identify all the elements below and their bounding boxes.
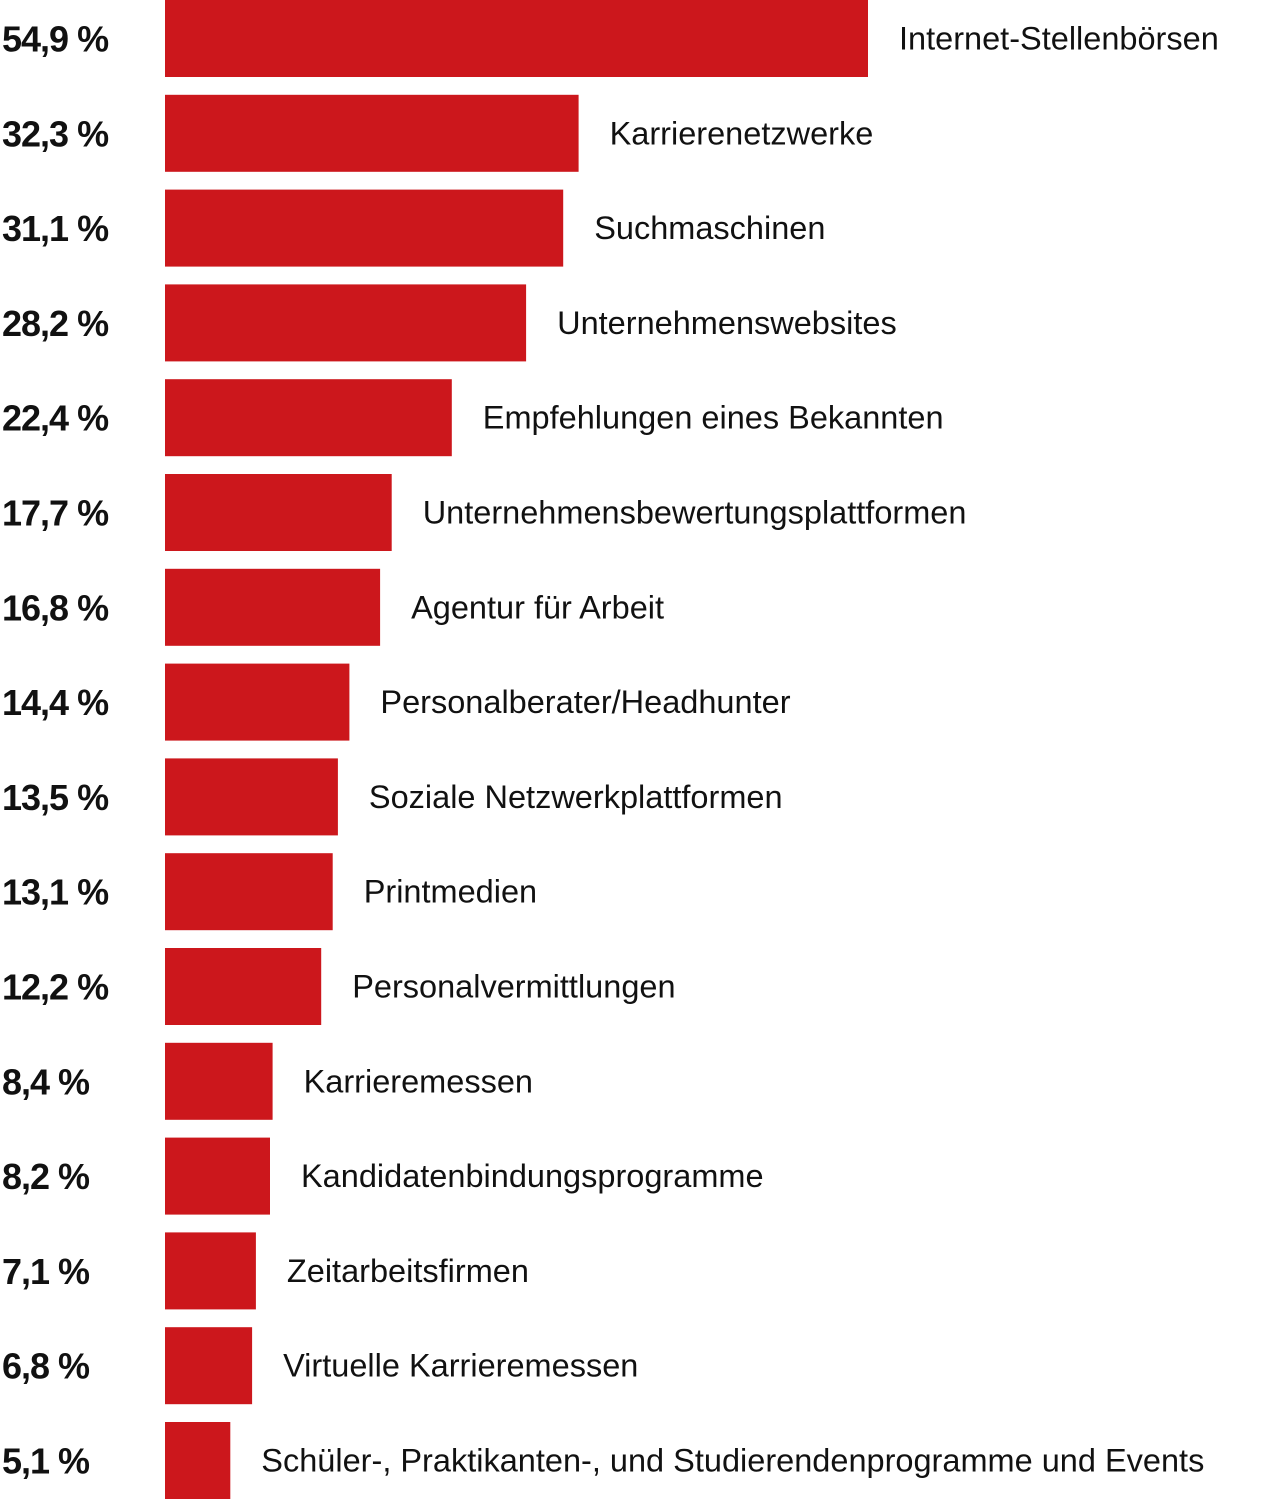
value-label: 13,5 %	[2, 777, 109, 818]
category-label: Kandidatenbindungsprogramme	[301, 1158, 764, 1194]
value-label: 7,1 %	[2, 1251, 90, 1292]
bar	[165, 1137, 270, 1215]
bar	[165, 1042, 273, 1120]
category-label: Suchmaschinen	[594, 210, 825, 246]
value-label: 54,9 %	[2, 19, 109, 60]
category-labels: Internet-Stellenbörsen Karrierenetzwerke S…	[261, 21, 1218, 1479]
bar	[165, 1327, 253, 1405]
category-label: Unternehmenswebsites	[557, 305, 897, 341]
bar	[165, 474, 392, 551]
category-label: Personalvermittlungen	[352, 969, 675, 1005]
category-label: Empfehlungen eines Bekannten	[483, 400, 944, 436]
value-label: 5,1 %	[2, 1441, 90, 1482]
bar	[165, 1232, 256, 1310]
category-label: Zeitarbeitsfirmen	[287, 1253, 529, 1289]
value-label: 17,7 %	[2, 493, 109, 534]
value-label: 8,4 %	[2, 1061, 90, 1102]
category-label: Internet-Stellenbörsen	[899, 21, 1219, 57]
value-label: 22,4 %	[2, 398, 109, 439]
bar	[165, 0, 868, 77]
category-label: Soziale Netzwerkplattformen	[369, 779, 783, 815]
bar	[165, 189, 564, 267]
bar	[165, 379, 452, 457]
value-label: 28,2 %	[2, 303, 109, 344]
category-label: Unternehmensbewertungsplattformen	[423, 495, 967, 531]
category-label: Karrieremessen	[304, 1063, 533, 1099]
bar	[165, 284, 527, 362]
category-label: Karrierenetzwerke	[610, 115, 874, 151]
value-label: 6,8 %	[2, 1346, 90, 1387]
value-label: 16,8 %	[2, 587, 109, 628]
category-label: Printmedien	[364, 874, 537, 910]
value-label: 8,2 %	[2, 1156, 90, 1197]
value-label: 12,2 %	[2, 967, 109, 1008]
value-label: 31,1 %	[2, 208, 109, 249]
category-label: Agentur für Arbeit	[411, 589, 664, 625]
category-label: Schüler-, Praktikanten-, und Studierende…	[261, 1443, 1204, 1479]
value-label: 14,4 %	[2, 682, 109, 723]
bars	[165, 0, 868, 1499]
category-label: Virtuelle Karrieremessen	[283, 1348, 638, 1384]
category-label: Personalberater/Headhunter	[380, 684, 790, 720]
bar	[165, 94, 579, 172]
value-label: 32,3 %	[2, 113, 109, 154]
bar	[165, 568, 381, 646]
bar	[165, 1422, 231, 1499]
bar	[165, 853, 333, 931]
bar	[165, 948, 322, 1025]
bar	[165, 663, 350, 741]
value-labels: 54,9 % 32,3 % 31,1 % 28,2 % 22,4 % 17,7 % 16,8…	[2, 19, 110, 1482]
value-label: 13,1 %	[2, 872, 109, 913]
bar	[165, 758, 338, 836]
